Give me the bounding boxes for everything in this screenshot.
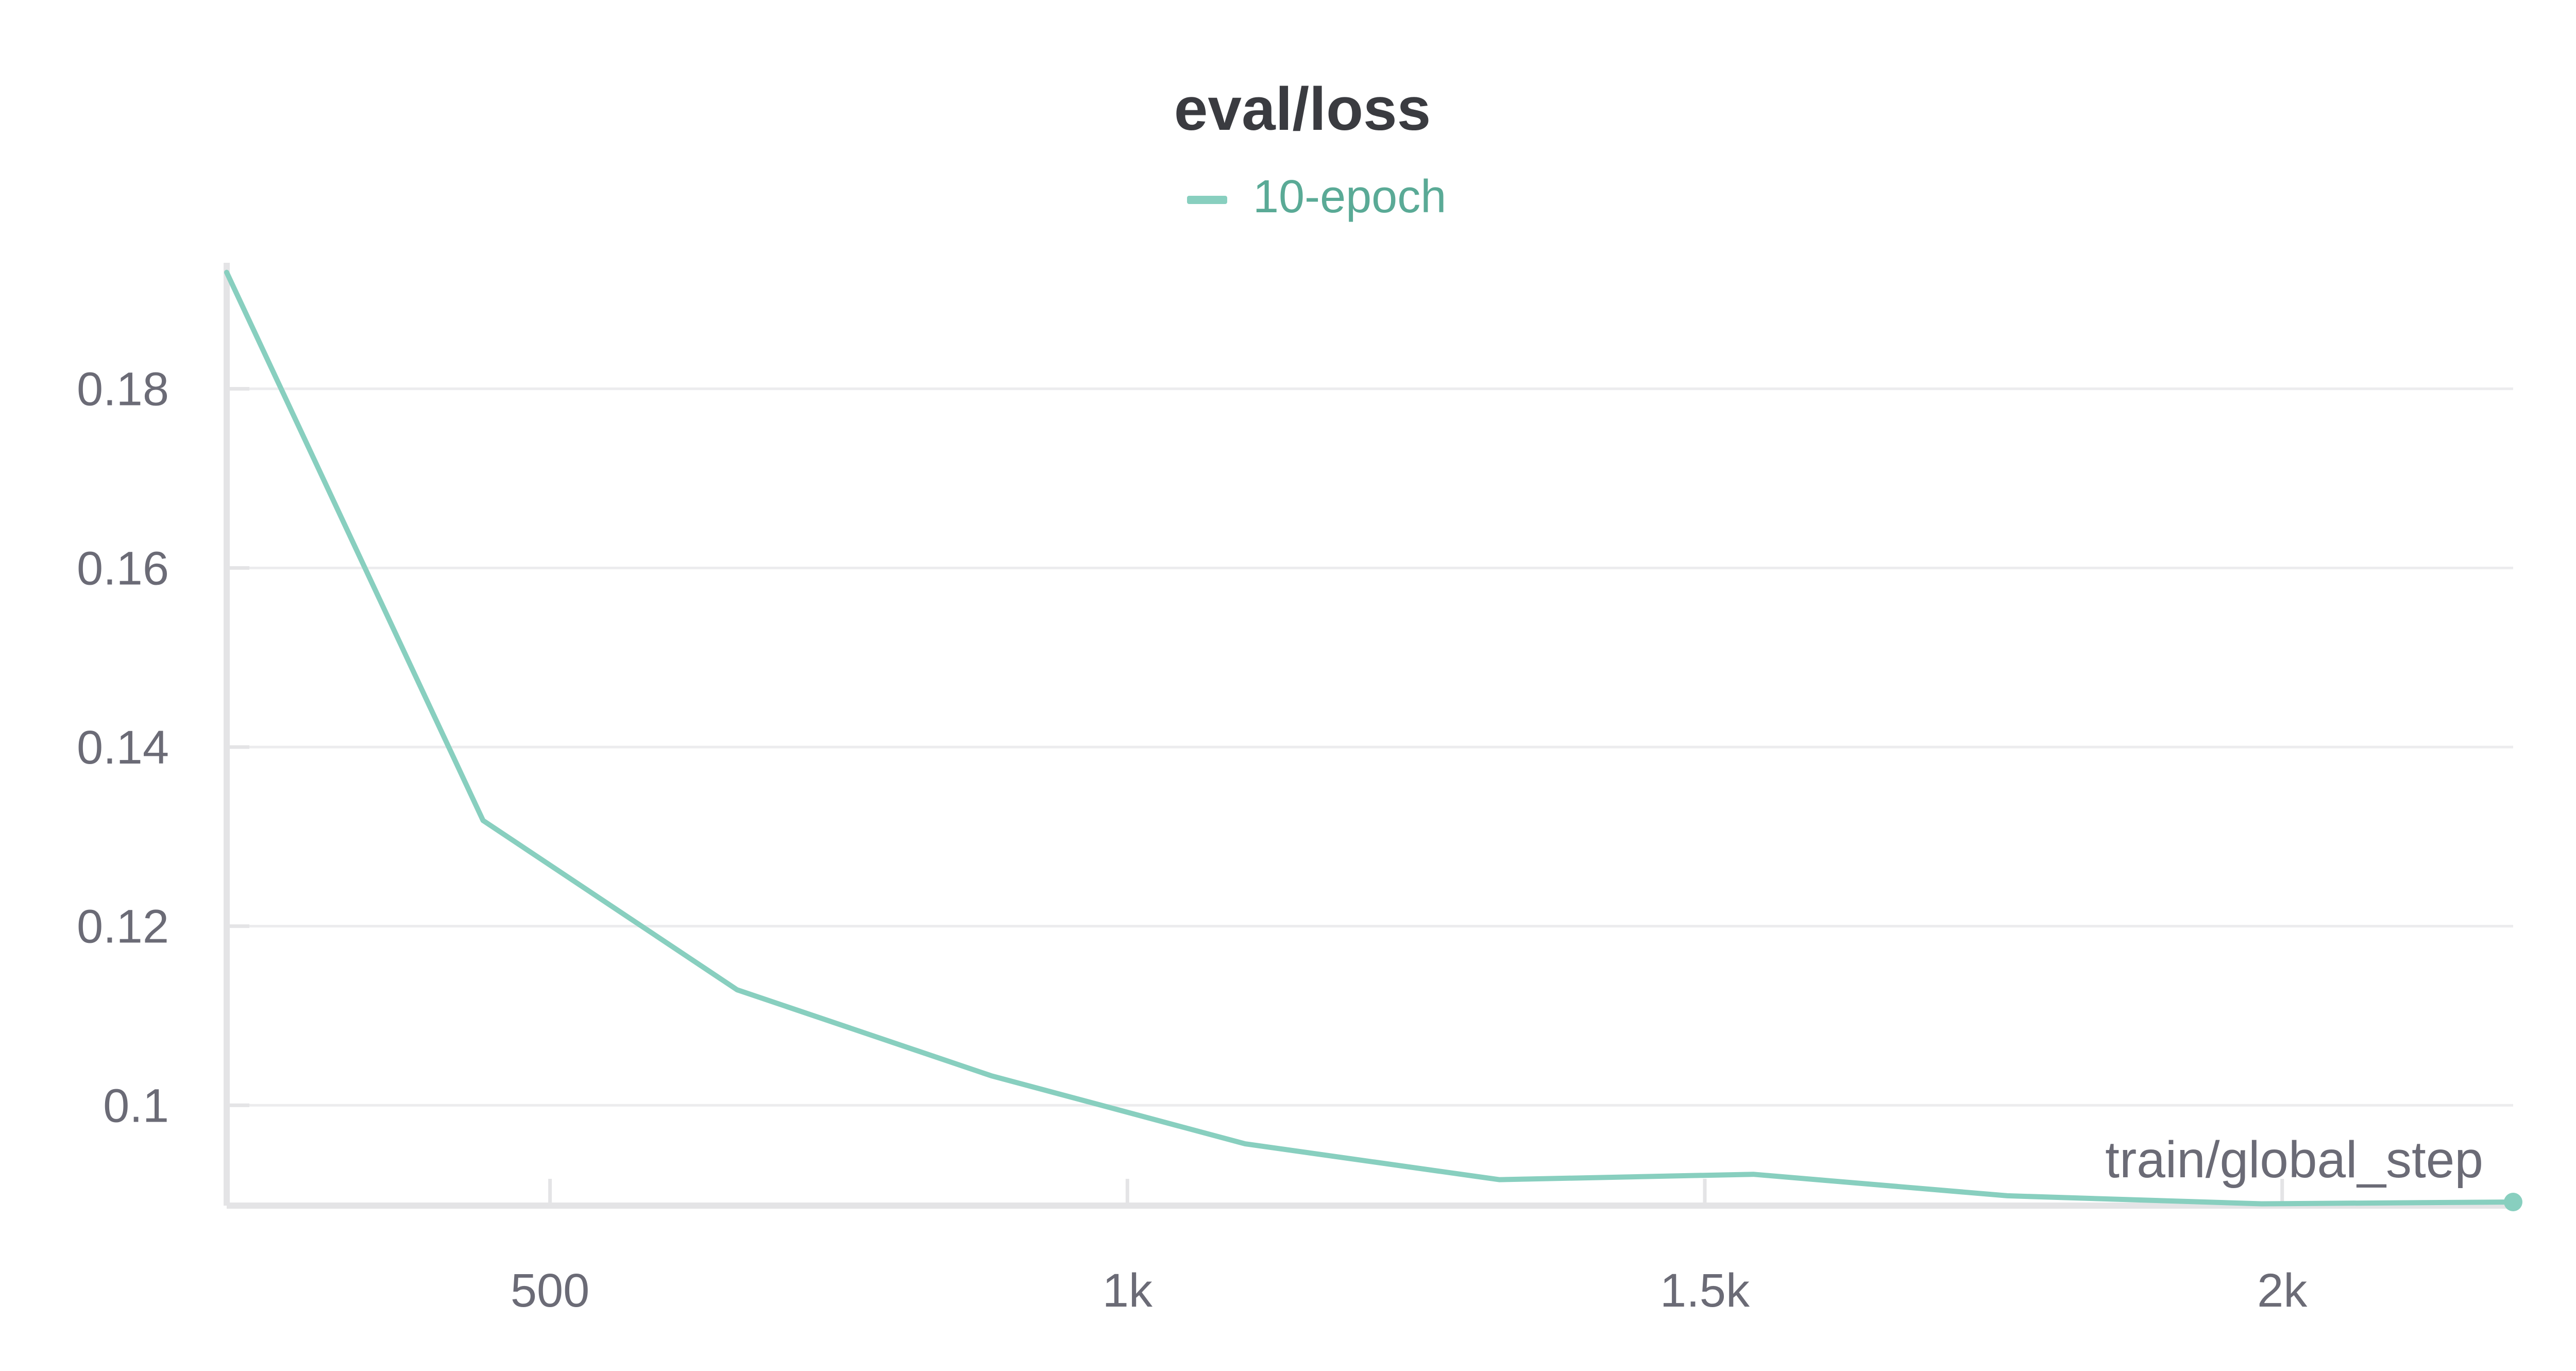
grid-lines: [227, 387, 2513, 1107]
y-tick-label-4: 0.18: [77, 363, 169, 416]
x-tick-label-2: 1.5k: [1660, 1264, 1750, 1317]
x-axis-label: train/global_step: [2105, 1131, 2483, 1189]
data-point-0-8[interactable]: [2259, 1201, 2264, 1207]
legend-label-10-epoch: 10-epoch: [1253, 171, 1446, 223]
data-point-0-6[interactable]: [1751, 1172, 1756, 1177]
data-point-0-2[interactable]: [735, 987, 740, 992]
legend-swatch-10-epoch: [1187, 196, 1227, 204]
data-point-0-3[interactable]: [989, 1073, 994, 1078]
data-point-0-0[interactable]: [224, 270, 229, 275]
data-point-0-9[interactable]: [2504, 1193, 2522, 1212]
data-point-0-4[interactable]: [1243, 1141, 1248, 1146]
x-tick-label-0: 500: [511, 1264, 590, 1317]
axes: [224, 263, 2513, 1209]
y-tick-label-0: 0.1: [103, 1079, 169, 1132]
chart-title: eval/loss: [1174, 75, 1431, 143]
y-tick-label-2: 0.14: [77, 721, 169, 774]
x-tick-label-1: 1k: [1103, 1264, 1153, 1317]
data-point-0-5[interactable]: [1497, 1177, 1502, 1182]
y-tick-label-1: 0.12: [77, 901, 169, 953]
tick-labels: 0.1 0.12 0.14 0.16 0.18 500 1k 1.5k 2k: [77, 363, 2308, 1317]
data-point-0-7[interactable]: [2005, 1193, 2010, 1198]
series-line-0[interactable]: [224, 269, 2516, 1207]
series-layer: [224, 269, 2522, 1212]
chart-legend[interactable]: 10-epoch: [1187, 171, 1446, 223]
x-tick-label-3: 2k: [2257, 1264, 2308, 1317]
y-tick-label-3: 0.16: [77, 542, 169, 595]
data-point-0-1[interactable]: [481, 818, 486, 823]
